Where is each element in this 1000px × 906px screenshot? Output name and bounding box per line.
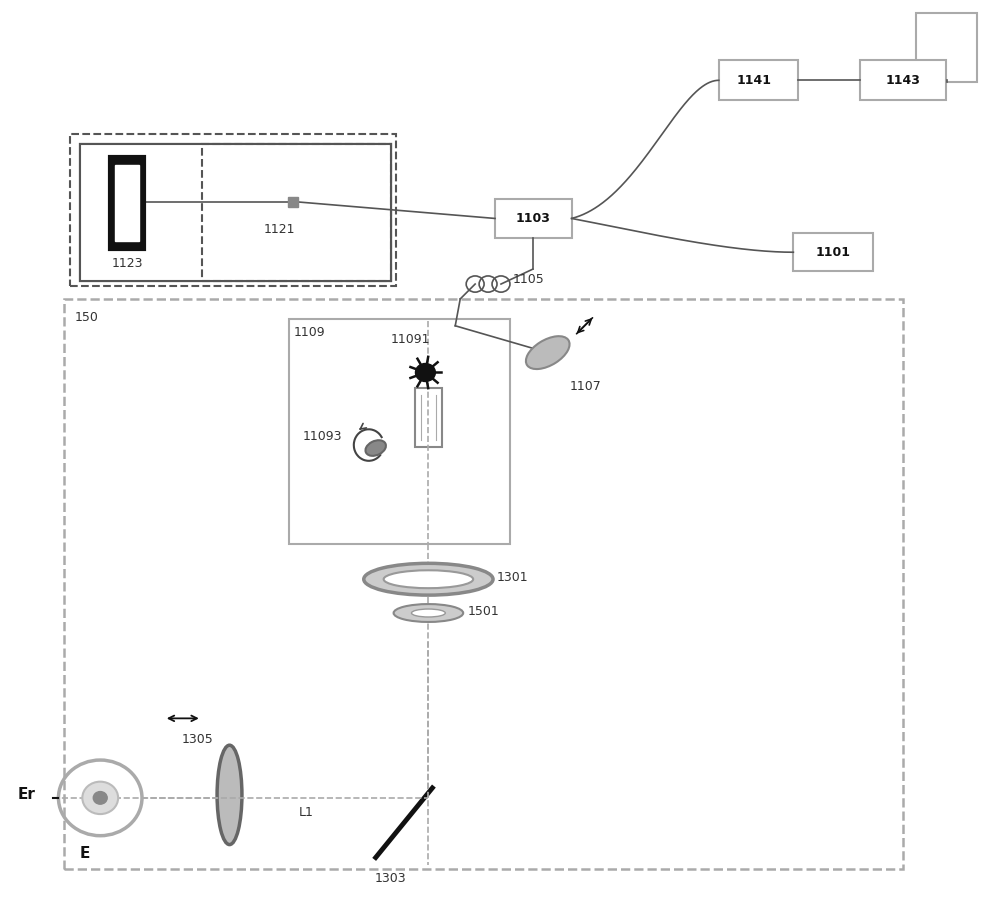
Ellipse shape	[217, 746, 242, 844]
Text: 1123: 1123	[111, 257, 143, 270]
Text: 11093: 11093	[303, 430, 343, 443]
Bar	[64, 299, 903, 870]
Bar	[70, 134, 396, 286]
Bar	[495, 198, 572, 238]
Ellipse shape	[411, 609, 445, 617]
Circle shape	[93, 792, 107, 805]
Text: L1: L1	[299, 805, 314, 819]
Bar	[110, 157, 144, 249]
Bar	[860, 61, 946, 101]
Bar	[916, 13, 977, 82]
Circle shape	[415, 363, 435, 381]
Bar	[415, 389, 442, 447]
Text: 1105: 1105	[513, 273, 545, 285]
Text: Er: Er	[18, 787, 36, 803]
Ellipse shape	[365, 440, 386, 456]
Text: 1143: 1143	[885, 73, 920, 87]
Text: 1305: 1305	[182, 733, 214, 747]
Ellipse shape	[526, 336, 570, 369]
Text: 1109: 1109	[294, 326, 326, 339]
Bar	[80, 144, 391, 281]
Bar	[115, 165, 139, 241]
Bar	[202, 144, 391, 281]
Text: 1103: 1103	[515, 212, 550, 225]
Text: 1501: 1501	[467, 604, 499, 618]
Ellipse shape	[394, 604, 463, 622]
Text: 1141: 1141	[736, 73, 771, 87]
Ellipse shape	[364, 564, 493, 595]
Text: 11091: 11091	[391, 333, 430, 346]
Text: 1101: 1101	[816, 246, 851, 259]
Text: 1301: 1301	[497, 571, 529, 583]
Text: 150: 150	[74, 311, 98, 323]
Circle shape	[82, 782, 118, 814]
Text: E: E	[79, 845, 90, 861]
Text: 1121: 1121	[263, 224, 295, 236]
Bar	[80, 144, 391, 281]
Text: 1303: 1303	[375, 872, 406, 885]
Bar	[719, 61, 798, 101]
Text: 1107: 1107	[570, 381, 601, 393]
Bar	[80, 144, 391, 281]
Bar	[289, 319, 510, 545]
Bar	[793, 234, 873, 271]
Ellipse shape	[384, 570, 473, 588]
